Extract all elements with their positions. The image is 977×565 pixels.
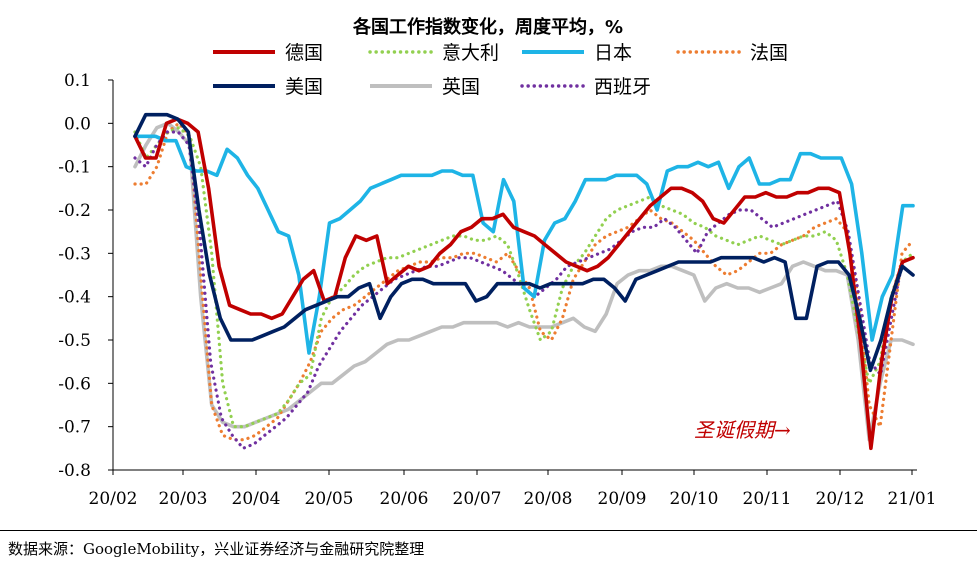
legend-label-2: 日本 [594, 42, 632, 64]
x-tick-label: 20/06 [380, 489, 429, 509]
legend-label-6: 西班牙 [594, 76, 651, 98]
annotation-christmas: 圣诞假期→ [694, 418, 791, 442]
x-tick-label: 20/09 [598, 489, 647, 509]
x-tick-label: 20/03 [159, 489, 208, 509]
y-tick-label: -0.1 [58, 158, 91, 178]
source-note: 数据来源：GoogleMobility，兴业证券经济与金融研究院整理 [8, 540, 425, 558]
axes: 0.1 0.0 -0.1 -0.2 -0.3 -0.4 -0.5 -0.6 -0.7 -0.8 20… [58, 71, 936, 509]
x-tick-label: 20/05 [305, 489, 354, 509]
x-tick-label: 20/10 [670, 489, 719, 509]
x-tick-label: 20/07 [453, 489, 502, 509]
series-line-0 [133, 117, 915, 451]
x-tick-label: 20/04 [232, 489, 281, 509]
x-tick-label: 20/08 [524, 489, 573, 509]
y-tick-label: -0.8 [58, 461, 91, 481]
legend-label-0: 德国 [285, 42, 323, 64]
x-tick-label: 20/11 [743, 489, 792, 509]
source-divider [0, 530, 977, 531]
x-tick-label: 20/02 [89, 489, 138, 509]
y-tick-label: -0.2 [58, 201, 91, 221]
y-tick-label: -0.5 [58, 331, 91, 351]
x-tick-label: 20/12 [816, 489, 865, 509]
x-tick-label: 21/01 [888, 489, 937, 509]
y-tick-label: -0.6 [58, 374, 91, 394]
series-line-2 [133, 134, 915, 355]
series-line-4 [133, 112, 915, 373]
series-line-3 [133, 121, 915, 442]
y-tick-label: -0.7 [58, 418, 91, 438]
series-line-1 [133, 126, 915, 429]
y-tick-label: -0.4 [58, 288, 91, 308]
legend-label-1: 意大利 [442, 42, 499, 64]
y-tick-label: -0.3 [58, 244, 91, 264]
legend-label-4: 美国 [285, 76, 323, 98]
series-layer [133, 112, 915, 451]
y-tick-label: 0.1 [64, 71, 91, 91]
y-tick-label: 0.0 [64, 114, 91, 134]
legend-label-3: 法国 [750, 42, 788, 64]
chart-title: 各国工作指数变化，周度平均，% [352, 16, 623, 38]
legend-label-5: 英国 [442, 76, 480, 98]
